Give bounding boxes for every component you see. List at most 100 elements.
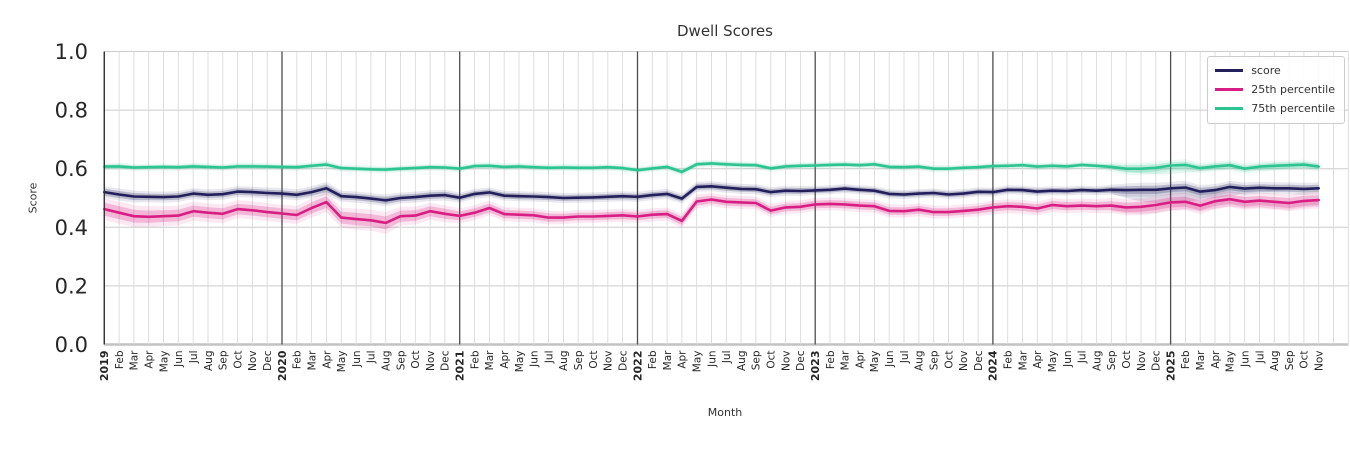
- y-tick-label: 1.0: [55, 40, 88, 64]
- x-tick-label: Aug: [1269, 351, 1281, 372]
- x-tick-label: Nov: [1314, 351, 1326, 372]
- x-tick-label: Nov: [603, 351, 615, 372]
- confidence-band: [104, 194, 1319, 230]
- confidence-band: [104, 180, 1319, 207]
- x-tick-label: Aug: [914, 351, 926, 372]
- x-tick-label: Dec: [440, 350, 452, 371]
- y-axis-label: Score: [26, 182, 40, 214]
- x-tick-label: 2024: [987, 350, 1000, 381]
- p25-line-swatch: [1215, 88, 1244, 91]
- x-tick-label: Sep: [395, 350, 407, 370]
- x-tick-label: May: [1047, 351, 1059, 373]
- x-tick-label: Sep: [573, 350, 585, 370]
- x-tick-label: Jun: [529, 351, 541, 368]
- x-tick-label: Aug: [203, 351, 215, 372]
- x-tick-label: Jul: [1077, 351, 1089, 365]
- x-tick-label: Aug: [736, 351, 748, 372]
- uncertainty-fan: [1111, 186, 1319, 203]
- y-tick-label: 0.0: [55, 333, 88, 357]
- x-tick-label: 2023: [809, 351, 822, 382]
- x-tick-label: Nov: [1136, 351, 1148, 372]
- x-tick-label: Mar: [484, 350, 496, 370]
- x-tick-label: Aug: [381, 351, 393, 372]
- x-tick-label: 2025: [1164, 351, 1177, 382]
- x-tick-label: Feb: [825, 350, 837, 369]
- x-tick-label: Jun: [351, 351, 363, 368]
- x-tick-label: Oct: [943, 351, 955, 369]
- legend-item-75th-percentile: 75th percentile: [1215, 99, 1335, 118]
- x-tick-label: Dec: [617, 350, 629, 371]
- chart-title: Dwell Scores: [677, 22, 773, 40]
- confidence-band: [104, 159, 1319, 176]
- x-tick-label: Oct: [588, 351, 600, 369]
- x-tick-label: May: [514, 351, 526, 373]
- uncertainty-fan: [1111, 199, 1319, 214]
- series-line: [103, 197, 1320, 225]
- legend: score 25th percentile 75th percentile: [1207, 56, 1345, 124]
- x-tick-label: Apr: [677, 350, 689, 369]
- x-tick-label: Mar: [1195, 350, 1207, 370]
- x-tick-label: Dec: [262, 350, 274, 371]
- x-tick-label: Feb: [647, 350, 659, 369]
- x-tick-label: Nov: [425, 351, 437, 372]
- x-tick-label: Feb: [292, 350, 304, 369]
- x-tick-label: Feb: [1180, 350, 1192, 369]
- p75-line-swatch: [1215, 107, 1244, 110]
- x-tick-label: Sep: [751, 350, 763, 370]
- x-tick-label: Oct: [410, 351, 422, 369]
- x-tick-label: Jul: [543, 351, 555, 365]
- x-tick-label: Oct: [232, 351, 244, 369]
- y-tick-label: 0.6: [55, 157, 88, 181]
- x-tick-label: Mar: [662, 350, 674, 370]
- x-tick-label: Jun: [884, 351, 896, 368]
- x-tick-label: Jul: [188, 351, 200, 365]
- x-tick-label: May: [1225, 351, 1237, 373]
- x-tick-label: May: [336, 351, 348, 373]
- x-tick-label: Nov: [780, 351, 792, 372]
- x-tick-label: Apr: [321, 350, 333, 369]
- x-tick-label: Sep: [929, 350, 941, 370]
- x-tick-label: Mar: [1017, 350, 1029, 370]
- x-tick-label: Jun: [1062, 351, 1074, 368]
- x-tick-label: Aug: [1091, 351, 1103, 372]
- x-tick-label: Mar: [306, 350, 318, 370]
- x-tick-label: Sep: [1284, 350, 1296, 370]
- x-tick-label: 2021: [454, 351, 467, 382]
- x-tick-label: Dec: [795, 350, 807, 371]
- legend-label-score: score: [1251, 64, 1281, 77]
- x-tick-label: Feb: [469, 350, 481, 369]
- x-tick-label: Nov: [247, 351, 259, 372]
- x-tick-label: Jun: [1240, 351, 1252, 368]
- series-line: [103, 185, 1320, 202]
- score-line-swatch: [1215, 69, 1244, 72]
- x-tick-label: Apr: [1210, 350, 1222, 369]
- x-tick-label: Jul: [721, 351, 733, 365]
- x-tick-label: Apr: [854, 350, 866, 369]
- x-tick-label: Jul: [1254, 351, 1266, 365]
- x-tick-label: May: [869, 351, 881, 373]
- x-tick-label: Apr: [499, 350, 511, 369]
- x-tick-label: Dec: [973, 350, 985, 371]
- y-tick-label: 0.2: [55, 274, 88, 298]
- x-tick-label: Feb: [1003, 350, 1015, 369]
- x-tick-label: Sep: [218, 350, 230, 370]
- x-tick-label: Nov: [958, 351, 970, 372]
- confidence-band: [104, 191, 1319, 234]
- legend-item-score: score: [1215, 61, 1335, 80]
- x-tick-label: Oct: [1121, 351, 1133, 369]
- x-tick-label: 2019: [98, 351, 111, 382]
- x-tick-label: Mar: [840, 350, 852, 370]
- y-tick-label: 0.8: [55, 99, 88, 123]
- x-tick-label: Oct: [1299, 351, 1311, 369]
- x-tick-label: 2020: [276, 350, 289, 381]
- x-tick-label: Oct: [766, 351, 778, 369]
- x-tick-label: Apr: [1032, 350, 1044, 369]
- y-tick-label: 0.4: [55, 216, 88, 240]
- x-tick-label: Jun: [173, 351, 185, 368]
- x-tick-label: Jul: [366, 351, 378, 365]
- x-tick-label: Jul: [899, 351, 911, 365]
- x-tick-label: Feb: [114, 350, 126, 369]
- x-tick-label: Apr: [144, 350, 156, 369]
